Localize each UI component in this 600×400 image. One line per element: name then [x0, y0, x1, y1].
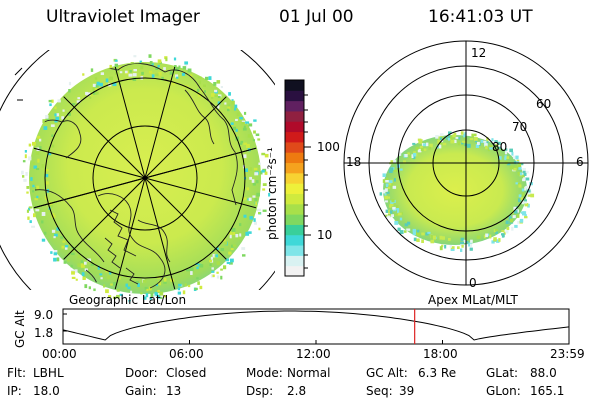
mlt-label-6: 6 — [576, 155, 584, 169]
magnetic-polar-map — [343, 40, 589, 286]
mlt-label-12: 12 — [471, 46, 487, 60]
time-tick-0600: 06:00 — [169, 347, 204, 361]
colorbar-band — [285, 141, 304, 153]
colorbar-band — [285, 255, 304, 267]
colorbar-band — [285, 203, 304, 215]
filter-value: LBHL — [33, 366, 64, 380]
colorbar — [284, 79, 311, 277]
magnetic-caption: Apex MLat/MLT — [428, 293, 518, 307]
mlt-label-18: 18 — [346, 155, 362, 169]
ip-value: 18.0 — [33, 384, 60, 398]
time-tick-2359: 23:59 — [550, 347, 585, 361]
altitude-axis-label: GC Alt — [13, 310, 27, 348]
dsp-value: 2.8 — [287, 384, 307, 398]
seq-value: 39 — [399, 384, 415, 398]
gcalt-value: 6.3 Re — [418, 366, 457, 380]
meridian-lines — [30, 63, 260, 293]
time-tick-1200: 12:00 — [296, 347, 331, 361]
altitude-tick-bottom: 1.8 — [34, 326, 54, 340]
mlat-label-70: 70 — [512, 120, 528, 134]
gcalt-label: GC Alt: — [366, 366, 408, 380]
colorbar-tick-100: 100 — [317, 140, 340, 154]
door-label: Door: — [125, 366, 158, 380]
gain-label: Gain: — [125, 384, 157, 398]
colorbar-band — [285, 152, 304, 164]
coastlines — [30, 63, 238, 293]
mlat-label-60: 60 — [536, 97, 552, 111]
geographic-caption: Geographic Lat/Lon — [69, 293, 187, 307]
glat-label: GLat: — [486, 366, 519, 380]
mlat-label-80: 80 — [492, 140, 508, 154]
mode-value: Normal — [287, 366, 331, 380]
seq-label: Seq: — [366, 384, 393, 398]
colorbar-band — [285, 265, 304, 277]
colorbar-unit-label: photon cm⁻²s⁻¹ — [265, 147, 279, 240]
dsp-label: Dsp: — [246, 384, 274, 398]
gain-value: 13 — [166, 384, 182, 398]
date-label: 01 Jul 00 — [279, 7, 354, 27]
colorbar-band — [285, 193, 304, 205]
colorbar-band — [285, 172, 304, 184]
colorbar-band — [285, 183, 304, 194]
colorbar-band — [285, 245, 304, 256]
glon-value: 165.1 — [530, 384, 565, 398]
ip-label: IP: — [7, 384, 22, 398]
colorbar-band — [285, 162, 304, 174]
colorbar-band — [285, 80, 304, 91]
mlt-label-0: 0 — [469, 276, 477, 290]
time-label: 16:41:03 UT — [428, 7, 533, 27]
glat-value: 88.0 — [530, 366, 557, 380]
instrument-title: Ultraviolet Imager — [46, 7, 200, 27]
colorbar-band — [285, 121, 304, 133]
door-value: Closed — [166, 366, 207, 380]
mode-label: Mode: — [246, 366, 283, 380]
altitude-plot — [62, 308, 570, 345]
glon-label: GLon: — [486, 384, 521, 398]
altitude-tick-top: 9.0 — [34, 308, 54, 322]
lat-circle-outer — [44, 77, 246, 279]
filter-label: Flt: — [7, 366, 26, 380]
colorbar-band — [285, 110, 304, 122]
glow-speckle — [21, 54, 271, 305]
lat-circle-inner — [92, 125, 198, 231]
altitude-curve — [62, 310, 570, 341]
time-tick-0000: 00:00 — [42, 347, 77, 361]
colorbar-band — [285, 234, 304, 246]
colorbar-band — [285, 90, 304, 102]
colorbar-tick-10: 10 — [317, 228, 333, 242]
colorbar-band — [285, 131, 304, 143]
colorbar-band — [285, 214, 304, 225]
colorbar-band — [285, 224, 304, 236]
colorbar-band — [285, 100, 304, 112]
time-tick-1800: 18:00 — [423, 347, 458, 361]
geographic-map — [0, 50, 275, 305]
